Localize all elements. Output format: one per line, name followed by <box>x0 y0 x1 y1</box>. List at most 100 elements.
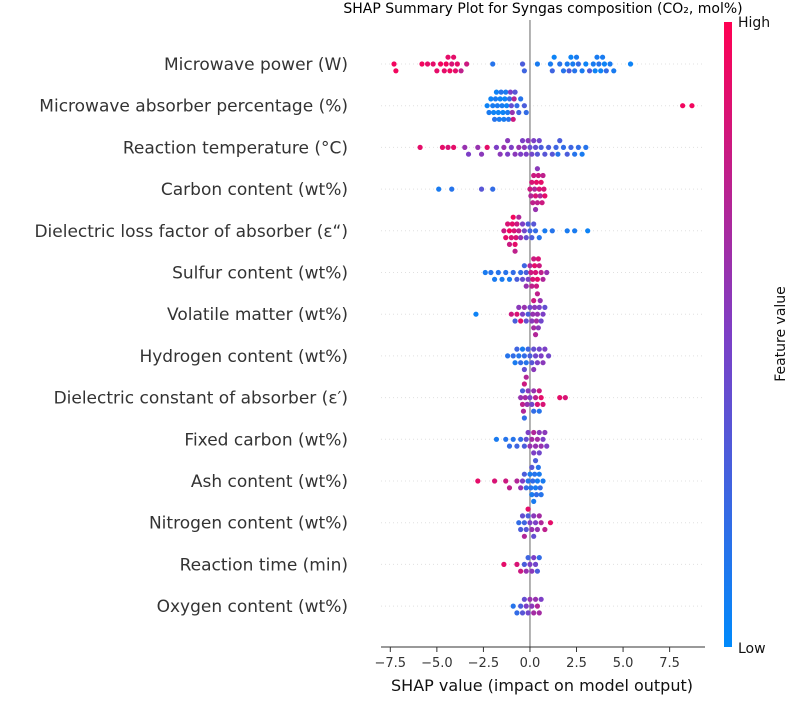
shap-point <box>503 436 509 442</box>
shap-point <box>439 144 446 150</box>
shap-point <box>568 144 574 150</box>
shap-point <box>434 68 440 74</box>
shap-point <box>527 395 533 401</box>
shap-point <box>521 304 527 310</box>
shap-point <box>586 68 593 74</box>
shap-point <box>527 443 533 449</box>
shap-point <box>532 263 538 269</box>
shap-point <box>527 263 533 269</box>
x-tick-label: −2.5 <box>468 656 500 671</box>
shap-point <box>490 186 496 192</box>
shap-point <box>533 318 540 324</box>
shap-point <box>512 248 518 254</box>
feature-label: Microwave power (W) <box>164 55 348 75</box>
feature-label: Hydrogen content (wt%) <box>139 347 348 367</box>
shap-point <box>525 138 531 144</box>
shap-point <box>527 520 533 526</box>
shap-point <box>529 151 535 157</box>
shap-point <box>501 116 507 122</box>
shap-point <box>527 228 533 234</box>
shap-point <box>430 61 436 67</box>
shap-point <box>536 346 542 352</box>
shap-point <box>532 304 538 310</box>
shap-point <box>530 276 536 282</box>
shap-point <box>523 109 529 116</box>
shap-point <box>393 68 399 74</box>
shap-point <box>540 401 546 407</box>
shap-point <box>542 193 548 199</box>
shap-point <box>506 485 513 491</box>
shap-point <box>532 520 539 526</box>
shap-point <box>510 603 516 609</box>
shap-point <box>514 276 520 282</box>
feature-label: Reaction time (min) <box>180 555 348 575</box>
shap-point <box>532 353 539 359</box>
shap-point <box>518 318 524 324</box>
shap-point <box>564 61 570 67</box>
feature-label: Ash content (wt%) <box>191 472 348 492</box>
shap-point <box>531 408 537 414</box>
shap-point <box>525 478 531 484</box>
shap-point <box>627 61 634 67</box>
shap-point <box>529 492 535 498</box>
shap-point <box>424 61 431 67</box>
shap-point <box>445 54 451 60</box>
shap-point <box>533 179 540 185</box>
shap-point <box>542 526 548 533</box>
shap-point <box>562 395 568 401</box>
x-axis-label: SHAP value (impact on model output) <box>391 676 693 695</box>
shap-point <box>449 186 455 192</box>
feature-label: Microwave absorber percentage (%) <box>39 97 348 117</box>
shap-point <box>529 360 535 366</box>
shap-point <box>536 610 542 616</box>
shap-point <box>532 228 539 234</box>
shap-point <box>540 478 546 484</box>
shap-point <box>523 485 529 491</box>
shap-point <box>449 61 455 67</box>
shap-point <box>557 61 563 67</box>
shap-point <box>564 228 570 234</box>
shap-point <box>579 151 585 157</box>
shap-point <box>475 478 481 484</box>
shap-point <box>572 68 578 74</box>
shap-point <box>540 311 546 317</box>
shap-point <box>519 388 526 394</box>
shap-point <box>534 276 541 282</box>
shap-point <box>514 610 520 616</box>
shap-point <box>531 498 537 504</box>
shap-point <box>575 144 581 150</box>
shap-point <box>519 401 526 407</box>
shap-point <box>547 520 554 526</box>
x-tick-label: 2.5 <box>566 656 587 671</box>
shap-point <box>451 144 457 150</box>
shap-point <box>525 311 531 317</box>
shap-point <box>514 103 520 109</box>
shap-point <box>532 561 539 568</box>
shap-point <box>516 228 522 234</box>
shap-point <box>523 526 529 533</box>
shap-point <box>505 138 511 144</box>
shap-point <box>527 471 533 477</box>
shap-point <box>530 311 536 317</box>
shap-point <box>534 200 541 206</box>
shap-point <box>506 228 513 234</box>
shap-point <box>529 235 535 241</box>
shap-point <box>549 151 555 157</box>
shap-point <box>491 109 497 116</box>
row-gridlines <box>381 63 705 607</box>
shap-point <box>540 360 546 366</box>
shap-point <box>516 144 522 150</box>
shap-point <box>391 61 397 67</box>
shap-point <box>521 381 527 387</box>
shap-point <box>521 228 527 234</box>
shap-point <box>535 325 541 331</box>
shap-point <box>583 61 589 67</box>
shap-point <box>525 610 531 616</box>
shap-point <box>522 395 528 401</box>
shap-point <box>521 353 527 359</box>
shap-point <box>454 61 460 67</box>
shap-point <box>508 235 514 241</box>
shap-point <box>527 144 533 150</box>
shap-point <box>523 568 529 574</box>
shap-point <box>527 353 533 359</box>
